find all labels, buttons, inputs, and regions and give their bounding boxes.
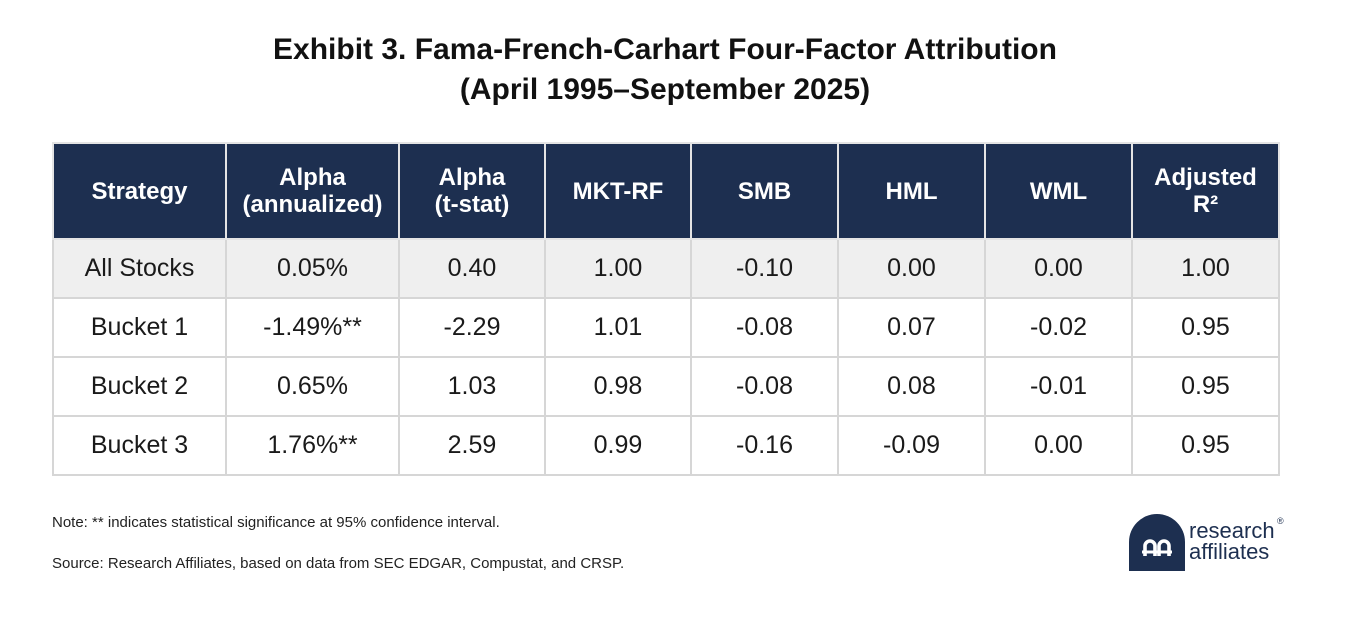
cell-hml: -0.09	[837, 415, 986, 476]
cell-smb: -0.10	[690, 238, 839, 299]
cell-alpha-tstat: 1.03	[398, 356, 546, 417]
header-adjusted-r2: Adjusted R²	[1131, 142, 1280, 240]
attribution-table: Strategy Alpha (annualized) Alpha (t-sta…	[52, 142, 1280, 476]
table-row: Bucket 3 1.76%** 2.59 0.99 -0.16 -0.09 0…	[52, 415, 1280, 476]
cell-wml: -0.02	[984, 297, 1133, 358]
logo-wordmark: research affiliates	[1189, 518, 1275, 564]
table-row: Bucket 2 0.65% 1.03 0.98 -0.08 0.08 -0.0…	[52, 356, 1280, 417]
cell-adjusted-r2: 0.95	[1131, 415, 1280, 476]
header-alpha-annualized: Alpha (annualized)	[225, 142, 400, 240]
exhibit-title-line-2: (April 1995–September 2025)	[459, 73, 871, 106]
header-mkt-rf: MKT-RF	[544, 142, 692, 240]
cell-alpha-tstat: 0.40	[398, 238, 546, 299]
cell-mkt-rf: 0.99	[544, 415, 692, 476]
cell-adjusted-r2: 0.95	[1131, 356, 1280, 417]
header-hml: HML	[837, 142, 986, 240]
cell-wml: -0.01	[984, 356, 1133, 417]
research-affiliates-logo: research affiliates ®	[1129, 514, 1289, 574]
cell-strategy: Bucket 3	[52, 415, 227, 476]
cell-alpha-tstat: 2.59	[398, 415, 546, 476]
cell-mkt-rf: 1.01	[544, 297, 692, 358]
cell-hml: 0.08	[837, 356, 986, 417]
header-wml: WML	[984, 142, 1133, 240]
cell-strategy: Bucket 1	[52, 297, 227, 358]
cell-mkt-rf: 1.00	[544, 238, 692, 299]
cell-alpha-annualized: 1.76%**	[225, 415, 400, 476]
cell-alpha-annualized: 0.65%	[225, 356, 400, 417]
cell-adjusted-r2: 0.95	[1131, 297, 1280, 358]
cell-strategy: All Stocks	[52, 238, 227, 299]
footnote-significance: Note: ** indicates statistical significa…	[52, 514, 500, 531]
cell-smb: -0.08	[690, 297, 839, 358]
cell-smb: -0.16	[690, 415, 839, 476]
table-header-row: Strategy Alpha (annualized) Alpha (t-sta…	[52, 142, 1280, 240]
table-row: Bucket 1 -1.49%** -2.29 1.01 -0.08 0.07 …	[52, 297, 1280, 358]
exhibit-title: Exhibit 3. Fama-French-Carhart Four-Fact…	[0, 30, 1330, 110]
registered-mark: ®	[1277, 516, 1284, 526]
table-row: All Stocks 0.05% 0.40 1.00 -0.10 0.00 0.…	[52, 238, 1280, 299]
header-smb: SMB	[690, 142, 839, 240]
cell-hml: 0.07	[837, 297, 986, 358]
source-line: Source: Research Affiliates, based on da…	[52, 555, 625, 572]
header-alpha-tstat: Alpha (t-stat)	[398, 142, 546, 240]
research-affiliates-logo-mark-icon	[1129, 514, 1185, 571]
cell-hml: 0.00	[837, 238, 986, 299]
header-strategy: Strategy	[52, 142, 227, 240]
cell-adjusted-r2: 1.00	[1131, 238, 1280, 299]
cell-strategy: Bucket 2	[52, 356, 227, 417]
cell-alpha-tstat: -2.29	[398, 297, 546, 358]
cell-mkt-rf: 0.98	[544, 356, 692, 417]
cell-wml: 0.00	[984, 415, 1133, 476]
cell-alpha-annualized: -1.49%**	[225, 297, 400, 358]
cell-smb: -0.08	[690, 356, 839, 417]
logo-word-research: research	[1189, 518, 1275, 543]
exhibit-title-line-1: Exhibit 3. Fama-French-Carhart Four-Fact…	[273, 33, 1057, 66]
logo-word-affiliates: affiliates	[1189, 539, 1270, 564]
cell-alpha-annualized: 0.05%	[225, 238, 400, 299]
cell-wml: 0.00	[984, 238, 1133, 299]
